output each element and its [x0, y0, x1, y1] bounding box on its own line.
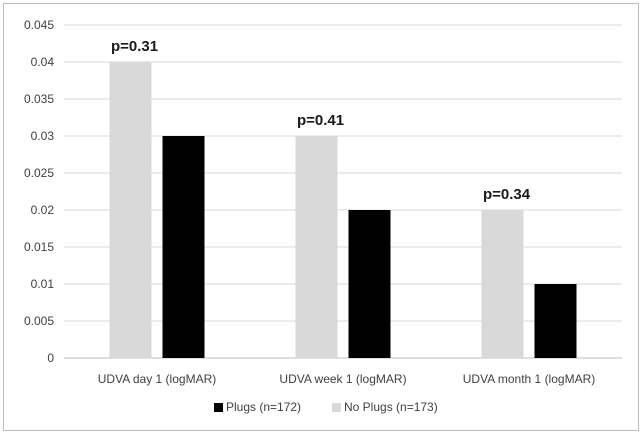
x-category-label: UDVA month 1 (logMAR) — [463, 372, 596, 386]
legend-label: Plugs (n=172) — [226, 400, 301, 414]
y-tick-label: 0.015 — [24, 240, 54, 254]
x-category-label: UDVA week 1 (logMAR) — [279, 372, 406, 386]
p-value-annotation: p=0.31 — [111, 38, 158, 55]
bar-no-plugs — [109, 62, 152, 358]
y-tick-label: 0 — [47, 351, 54, 365]
y-tick-label: 0.035 — [24, 92, 54, 106]
y-tick-label: 0.045 — [24, 18, 54, 32]
y-tick-label: 0.005 — [24, 314, 54, 328]
p-value-annotation: p=0.34 — [483, 186, 531, 203]
y-tick-label: 0.025 — [24, 166, 54, 180]
bar-plugs — [534, 284, 577, 358]
y-tick-label: 0.03 — [31, 129, 55, 143]
p-value-annotation: p=0.41 — [297, 112, 344, 129]
y-tick-label: 0.01 — [31, 277, 55, 291]
legend-swatch — [214, 403, 223, 412]
bar-plugs — [348, 210, 391, 358]
bar-no-plugs — [481, 210, 524, 358]
y-tick-label: 0.02 — [31, 203, 55, 217]
bar-plugs — [162, 136, 205, 358]
y-tick-label: 0.04 — [31, 55, 55, 69]
x-category-label: UDVA day 1 (logMAR) — [98, 372, 216, 386]
legend-label: No Plugs (n=173) — [344, 400, 438, 414]
legend-swatch — [332, 403, 341, 412]
bar-no-plugs — [295, 136, 338, 358]
